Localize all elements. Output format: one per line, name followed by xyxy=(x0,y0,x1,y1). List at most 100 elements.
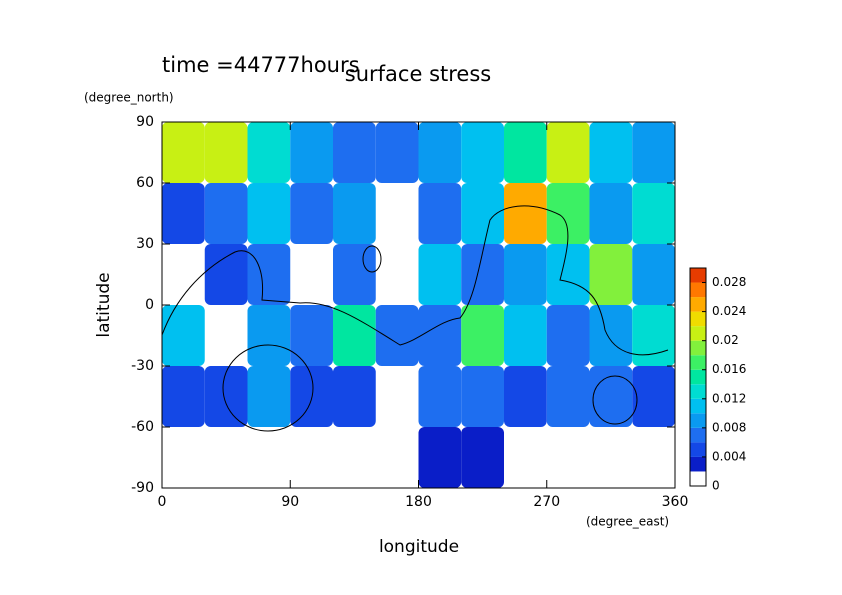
colorbar-label: 0.016 xyxy=(712,362,746,376)
field-cell xyxy=(632,122,675,183)
field-cell xyxy=(290,305,333,366)
field-cell xyxy=(589,183,633,244)
x-tick-label: 360 xyxy=(662,494,689,510)
field-cell xyxy=(632,305,675,366)
field-cell xyxy=(418,427,462,488)
field-cell xyxy=(333,305,376,366)
x-tick-label: 270 xyxy=(533,494,560,510)
field-cell xyxy=(247,122,291,183)
chart-subtitle: time =44777hours xyxy=(162,53,360,77)
field-cell xyxy=(333,244,376,305)
coastline xyxy=(161,205,669,432)
field-cell xyxy=(290,122,333,183)
field-cell xyxy=(204,244,248,305)
field-cell xyxy=(290,366,333,427)
y-tick-label: 0 xyxy=(145,297,154,313)
x-tick-label: 180 xyxy=(405,494,432,510)
x-tick-label: 0 xyxy=(158,494,167,510)
field-cell xyxy=(247,183,291,244)
field-cell xyxy=(461,366,504,427)
colorbar-swatch xyxy=(690,297,706,312)
field-cell xyxy=(589,244,633,305)
colorbar-label: 0.008 xyxy=(712,420,746,434)
field-cell xyxy=(461,244,504,305)
y-tick-label: -30 xyxy=(131,358,154,374)
y-tick-label: 30 xyxy=(136,236,154,252)
field-cell xyxy=(333,122,376,183)
field-cell xyxy=(546,244,590,305)
field-cell xyxy=(247,366,291,427)
colorbar-swatch xyxy=(690,398,706,414)
colorbar-label: 0.02 xyxy=(712,333,739,347)
field-cell xyxy=(504,366,547,427)
field-cell xyxy=(247,244,291,305)
field-cell xyxy=(632,183,675,244)
field-cell xyxy=(247,305,291,366)
field-cell xyxy=(589,366,633,427)
field-cell xyxy=(546,122,590,183)
field-cell xyxy=(504,122,547,183)
colorbar-swatch xyxy=(690,340,706,356)
field xyxy=(162,122,675,488)
colorbar-label: 0.028 xyxy=(712,275,746,289)
field-cell xyxy=(589,305,633,366)
y-tick-label: 60 xyxy=(136,175,154,191)
field-cell xyxy=(546,183,590,244)
chart-title: surface stress xyxy=(345,62,491,86)
field-cell xyxy=(461,427,504,488)
colorbar-swatch xyxy=(690,413,706,428)
y-axis-label: latitude xyxy=(94,272,114,337)
x-unit: (degree_east) xyxy=(586,515,669,529)
coast-line xyxy=(362,245,382,273)
field-cell xyxy=(504,183,547,244)
colorbar-label: 0.012 xyxy=(712,391,746,405)
colorbar-frame xyxy=(689,267,707,487)
colorbar-label: 0.024 xyxy=(712,304,746,318)
field-cell xyxy=(162,305,205,366)
coast-line xyxy=(592,375,638,425)
colorbar-swatch xyxy=(690,471,706,486)
field-cell xyxy=(290,183,333,244)
field-cell xyxy=(418,305,462,366)
colorbar-swatch xyxy=(690,369,706,385)
field-cell xyxy=(632,244,675,305)
field-cell xyxy=(504,244,547,305)
field-cell xyxy=(546,366,590,427)
y-unit: (degree_north) xyxy=(84,91,174,105)
field-cell xyxy=(204,183,248,244)
field-cell xyxy=(162,183,205,244)
field-cell xyxy=(461,122,504,183)
colorbar-swatch xyxy=(690,456,706,472)
colorbar-swatch xyxy=(690,355,706,370)
colorbar-swatch xyxy=(690,384,706,399)
field-cell xyxy=(418,183,462,244)
colorbar-label: 0 xyxy=(712,479,720,493)
x-axis-label: longitude xyxy=(379,537,459,557)
colorbar-swatch xyxy=(690,427,706,443)
coast-line xyxy=(222,344,314,432)
field-cell xyxy=(418,244,462,305)
field-cell xyxy=(162,122,205,183)
colorbar-swatch xyxy=(690,326,706,341)
field-cell xyxy=(461,183,504,244)
field-cell xyxy=(461,305,504,366)
field-cell xyxy=(333,183,376,244)
colorbar-swatch xyxy=(690,442,706,457)
y-tick-label: 90 xyxy=(136,114,154,130)
y-tick-label: -90 xyxy=(131,480,154,496)
field-cell xyxy=(418,122,462,183)
field-cell xyxy=(418,366,462,427)
coast-line xyxy=(161,205,669,356)
colorbar-label: 0.004 xyxy=(712,449,746,463)
x-tick-label: 90 xyxy=(281,494,299,510)
field-cell xyxy=(589,122,633,183)
colorbar-swatch xyxy=(690,268,706,283)
field-cell xyxy=(375,122,419,183)
field-cell xyxy=(375,305,419,366)
field-cell xyxy=(504,305,547,366)
field-cell xyxy=(204,366,248,427)
field-cell xyxy=(632,366,675,427)
colorbar-swatch xyxy=(690,311,706,327)
field-cell xyxy=(162,366,205,427)
